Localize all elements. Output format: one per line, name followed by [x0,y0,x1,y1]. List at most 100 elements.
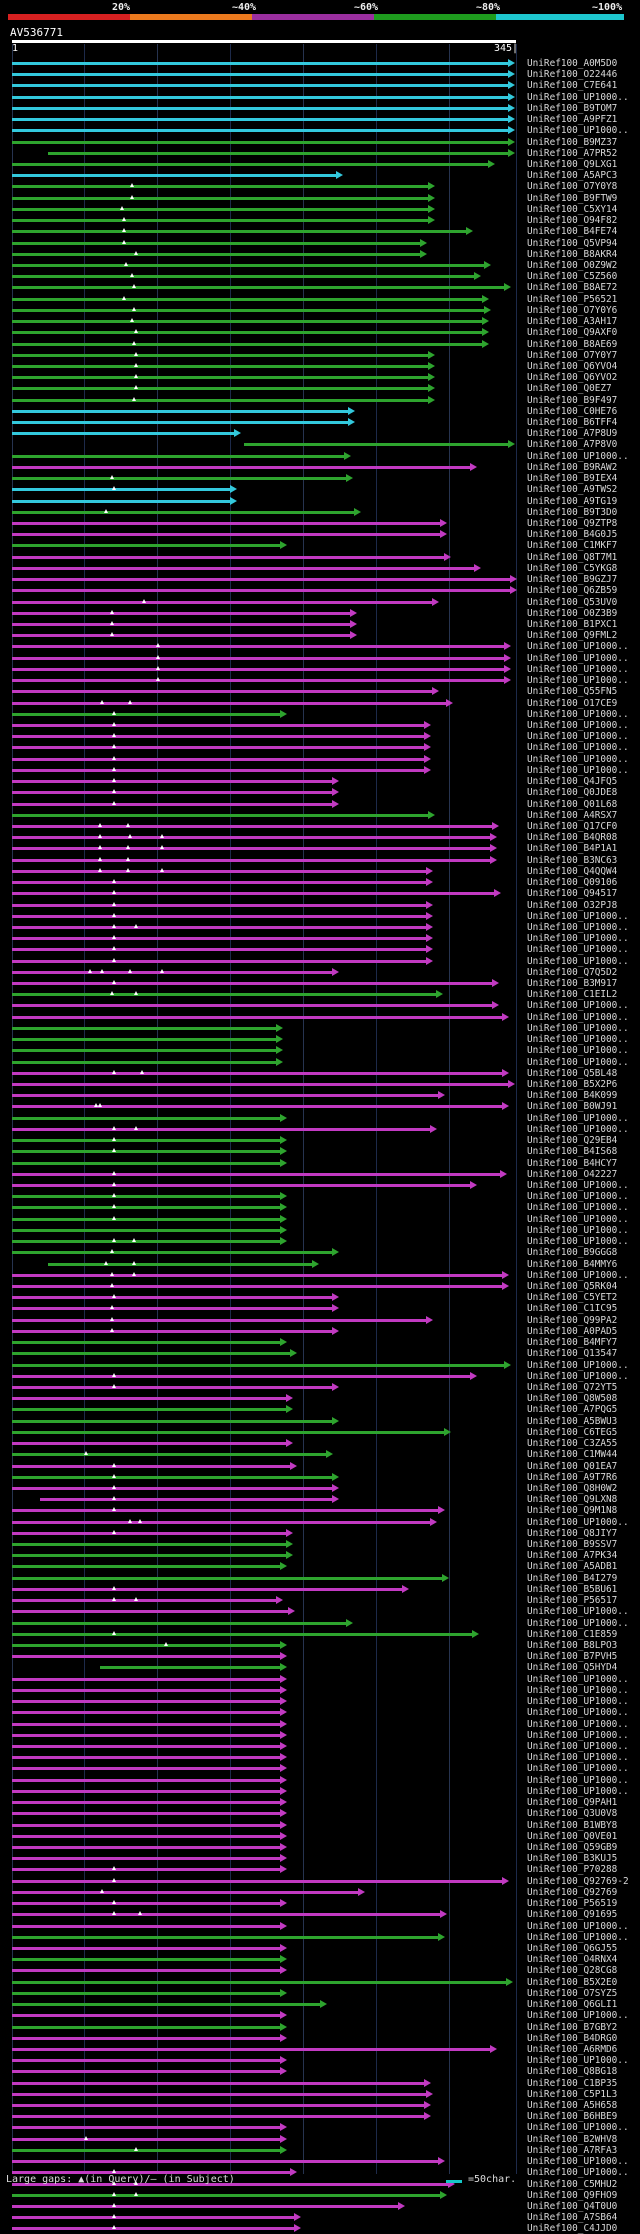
hit-row[interactable]: UniRef100_UP1000.. [0,1191,640,1202]
hit-row[interactable]: UniRef100_B4MFY7 [0,1337,640,1348]
hit-label[interactable]: UniRef100_UP1000.. [527,1763,629,1774]
hit-label[interactable]: UniRef100_Q6YVO4 [527,361,618,372]
hit-row[interactable]: UniRef100_Q8H0W2 [0,1483,640,1494]
hit-bar[interactable] [12,275,474,278]
hit-label[interactable]: UniRef100_Q9LXN8 [527,1494,618,1505]
hit-bar[interactable] [12,2160,438,2163]
hit-bar[interactable] [12,2183,448,2186]
hit-row[interactable]: UniRef100_B5X2E0 [0,1977,640,1988]
hit-row[interactable]: UniRef100_UP1000.. [0,1786,640,1797]
hit-bar[interactable] [12,1599,276,1602]
hit-row[interactable]: UniRef100_UP1000.. [0,1012,640,1023]
hit-bar[interactable] [12,1588,402,1591]
hit-row[interactable]: UniRef100_UP1000.. [0,1932,640,1943]
hit-label[interactable]: UniRef100_Q0VE01 [527,1831,618,1842]
hit-label[interactable]: UniRef100_Q5HYD4 [527,1662,618,1673]
hit-label[interactable]: UniRef100_UP1000.. [527,1023,629,1034]
hit-row[interactable]: UniRef100_UP1000.. [0,1371,640,1382]
hit-row[interactable]: UniRef100_UP1000.. [0,2010,640,2021]
hit-label[interactable]: UniRef100_UP1000.. [527,125,629,136]
hit-row[interactable]: UniRef100_Q4JFQ5 [0,776,640,787]
hit-row[interactable]: UniRef100_UP1000.. [0,92,640,103]
hit-row[interactable]: UniRef100_O4RNX4 [0,1954,640,1965]
hit-bar[interactable] [12,399,428,402]
hit-bar[interactable] [12,1139,280,1142]
hit-row[interactable]: UniRef100_B0WJ91 [0,1101,640,1112]
hit-label[interactable]: UniRef100_Q09106 [527,877,618,888]
hit-row[interactable]: UniRef100_Q8W508 [0,1393,640,1404]
hit-bar[interactable] [12,309,484,312]
hit-label[interactable]: UniRef100_B9F497 [527,395,618,406]
hit-bar[interactable] [12,1341,280,1344]
hit-label[interactable]: UniRef100_Q92769-2 [527,1876,629,1887]
hit-label[interactable]: UniRef100_UP1000.. [527,742,629,753]
hit-label[interactable]: UniRef100_UP1000.. [527,1618,629,1629]
hit-row[interactable]: UniRef100_C5YKG8 [0,563,640,574]
hit-row[interactable]: UniRef100_B6TFF4 [0,417,640,428]
hit-row[interactable]: UniRef100_Q5BL48 [0,1068,640,1079]
hit-label[interactable]: UniRef100_Q9LXG1 [527,159,618,170]
hit-bar[interactable] [12,1554,286,1557]
hit-bar[interactable] [12,724,424,727]
hit-row[interactable]: UniRef100_A3AH17 [0,316,640,327]
hit-row[interactable]: UniRef100_A7PR52 [0,148,640,159]
hit-label[interactable]: UniRef100_Q6GLI1 [527,1999,618,2010]
hit-label[interactable]: UniRef100_C1E859 [527,1629,618,1640]
hit-row[interactable]: UniRef100_O7Y0Y8 [0,181,640,192]
hit-label[interactable]: UniRef100_A7PQG5 [527,1404,618,1415]
hit-label[interactable]: UniRef100_B8AE69 [527,339,618,350]
hit-label[interactable]: UniRef100_Q8H0W2 [527,1483,618,1494]
hit-bar[interactable] [12,2126,280,2129]
hit-label[interactable]: UniRef100_Q4T0U0 [527,2201,618,2212]
hit-bar[interactable] [12,73,508,76]
hit-row[interactable]: UniRef100_C5Z560 [0,271,640,282]
hit-bar[interactable] [12,1150,280,1153]
hit-bar[interactable] [12,567,474,570]
hit-label[interactable]: UniRef100_B9MZ37 [527,137,618,148]
hit-bar[interactable] [12,1397,286,1400]
hit-label[interactable]: UniRef100_A7P8V0 [527,439,618,450]
hit-row[interactable]: UniRef100_Q4T0U0 [0,2201,640,2212]
hit-row[interactable]: UniRef100_B4I279 [0,1573,640,1584]
hit-bar[interactable] [12,2205,398,2208]
hit-row[interactable]: UniRef100_O32PJ8 [0,900,640,911]
hit-bar[interactable] [12,1577,442,1580]
hit-bar[interactable] [12,993,436,996]
hit-label[interactable]: UniRef100_UP1000.. [527,956,629,967]
hit-label[interactable]: UniRef100_UP1000.. [527,2156,629,2167]
hit-label[interactable]: UniRef100_UP1000.. [527,1674,629,1685]
hit-row[interactable]: UniRef100_Q0EZ7 [0,383,640,394]
hit-bar[interactable] [12,1992,280,1995]
hit-bar[interactable] [12,1936,438,1939]
hit-row[interactable]: UniRef100_A5APC3 [0,170,640,181]
hit-label[interactable]: UniRef100_B9IEX4 [527,473,618,484]
hit-row[interactable]: UniRef100_A7PQG5 [0,1404,640,1415]
hit-row[interactable]: UniRef100_B5BU61 [0,1584,640,1595]
hit-label[interactable]: UniRef100_Q99PA2 [527,1315,618,1326]
hit-bar[interactable] [12,2115,424,2118]
hit-row[interactable]: UniRef100_UP1000.. [0,664,640,675]
hit-label[interactable]: UniRef100_A7PR52 [527,148,618,159]
hit-label[interactable]: UniRef100_Q59GB9 [527,1842,618,1853]
hit-bar[interactable] [12,253,420,256]
hit-label[interactable]: UniRef100_O7Y0Y7 [527,350,618,361]
hit-label[interactable]: UniRef100_Q8BG18 [527,2066,618,2077]
hit-label[interactable]: UniRef100_B3NC63 [527,855,618,866]
hit-bar[interactable] [12,1218,280,1221]
hit-label[interactable]: UniRef100_B7GBY2 [527,2022,618,2033]
hit-label[interactable]: UniRef100_A9TWS2 [527,484,618,495]
hit-label[interactable]: UniRef100_B4MFY7 [527,1337,618,1348]
hit-row[interactable]: UniRef100_Q8BG18 [0,2066,640,2077]
hit-label[interactable]: UniRef100_UP1000.. [527,1707,629,1718]
hit-label[interactable]: UniRef100_UP1000.. [527,2010,629,2021]
hit-label[interactable]: UniRef100_B9TOM7 [527,103,618,114]
hit-label[interactable]: UniRef100_UP1000.. [527,641,629,652]
hit-label[interactable]: UniRef100_A5H658 [527,2100,618,2111]
hit-label[interactable]: UniRef100_C1BP35 [527,2078,618,2089]
hit-row[interactable]: UniRef100_UP1000.. [0,944,640,955]
hit-row[interactable]: UniRef100_UP1000.. [0,1045,640,1056]
hit-bar[interactable] [12,612,350,615]
hit-label[interactable]: UniRef100_B9RAW2 [527,462,618,473]
hit-bar[interactable] [12,1745,280,1748]
hit-bar[interactable] [244,443,508,446]
